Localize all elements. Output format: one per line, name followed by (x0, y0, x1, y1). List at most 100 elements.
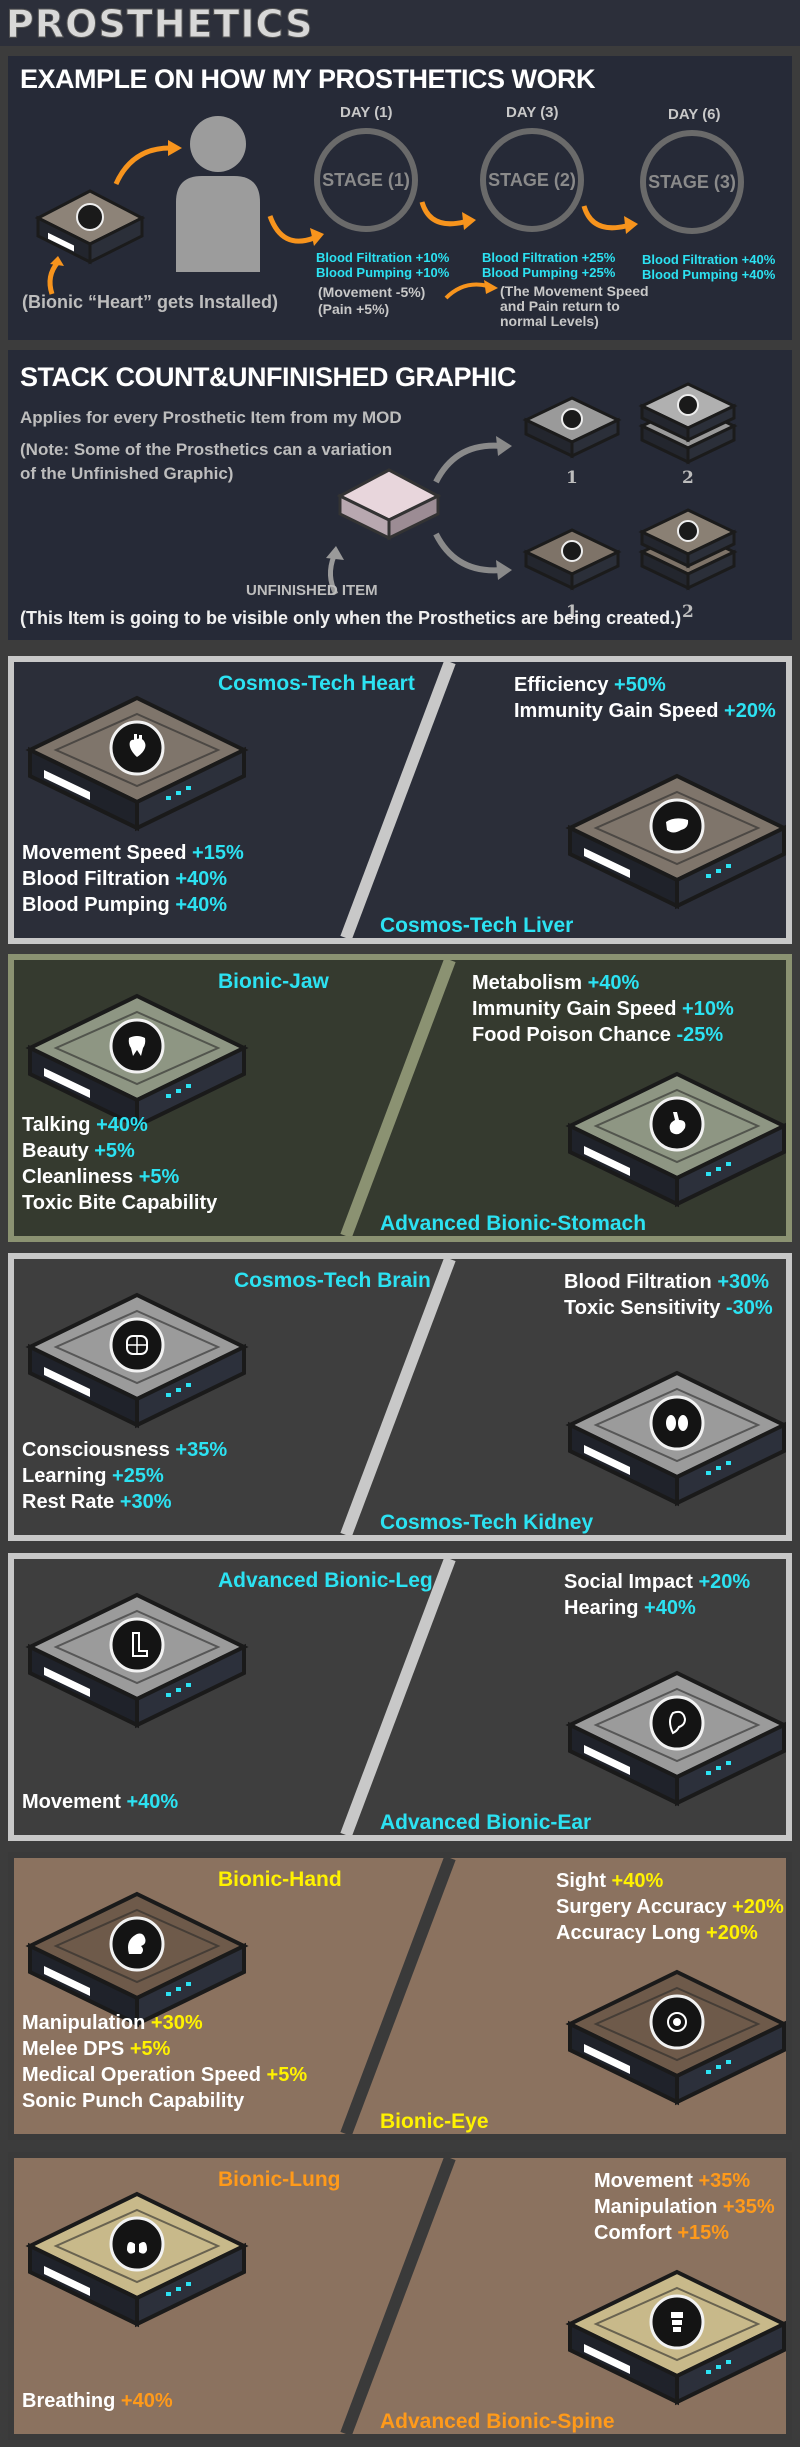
stat-row: Accuracy Long +20% (556, 1920, 784, 1946)
note-text: (Note: Some of the Prosthetics can a var… (20, 440, 393, 459)
stat-value: +30% (119, 1491, 172, 1513)
stat-label: Hearing (564, 1597, 645, 1619)
stat-value: +5% (94, 1140, 135, 1162)
left-title: Bionic-Lung (218, 2168, 341, 2191)
arm-icon (128, 1933, 146, 1954)
bionic-heart-device-icon (34, 189, 146, 265)
stomach-device (565, 1071, 786, 1208)
page-title: PROSTHETICS (6, 2, 314, 47)
stage-label: STAGE (3) (648, 172, 736, 192)
stat-value: -30% (725, 1297, 773, 1319)
stat-value: +5% (138, 1166, 180, 1188)
stat-label: Comfort (594, 2222, 678, 2244)
left-stats: Manipulation +30% Melee DPS +5% Medical Op… (22, 2010, 307, 2114)
stat-row: Immunity Gain Speed +10% (472, 996, 734, 1022)
stat-row: Movement Speed +15% (22, 840, 244, 866)
lung-icon (127, 2234, 147, 2254)
stat-value: +10% (682, 998, 734, 1020)
liver-icon (666, 818, 689, 833)
tooth-icon (128, 1036, 146, 1056)
stat-label: Talking (22, 1114, 97, 1136)
stack-count: 2 (682, 468, 694, 488)
prosthetic-panel: Cosmos-Tech Heart Cosmos-Tech Liver Moveme… (8, 656, 792, 944)
arrow-icon (113, 140, 182, 186)
stat-row: Consciousness +35% (22, 1437, 227, 1463)
stat-label: Toxic Bite Capability (22, 1192, 218, 1214)
stat-value: +20% (732, 1896, 784, 1918)
stat-row: Hearing +40% (564, 1595, 750, 1621)
unfinished-item-icon (336, 468, 442, 541)
stat-label: Consciousness (22, 1439, 176, 1461)
stat-value: +20% (698, 1571, 751, 1593)
stat-label: Immunity Gain Speed (514, 700, 725, 722)
arrow-icon (47, 256, 64, 295)
stat-value: +30% (150, 2012, 203, 2034)
liver-device (565, 773, 786, 910)
day-label: DAY (6) (668, 106, 721, 123)
stage-label: STAGE (2) (488, 170, 576, 190)
diagonal-divider (340, 1259, 456, 1535)
stat-label: Social Impact (564, 1571, 699, 1593)
stage-extra-line: (Movement -5%) (318, 284, 426, 300)
stat-row: Blood Filtration +40% (22, 866, 244, 892)
stat-value: +40% (611, 1870, 664, 1892)
note-text: of the Unfinished Graphic) (20, 464, 234, 483)
stat-row: Movement +35% (594, 2168, 775, 2194)
stack-count: 1 (566, 602, 578, 622)
stat-label: Beauty (22, 1140, 95, 1162)
person-silhouette-icon (176, 116, 260, 272)
stat-value: +30% (717, 1271, 770, 1293)
stack-item-icon (638, 508, 738, 591)
arrow-icon (326, 546, 344, 596)
stat-label: Toxic Sensitivity (564, 1297, 726, 1319)
arrow-icon (267, 215, 324, 246)
brain-device (25, 1292, 249, 1429)
left-title: Cosmos-Tech Brain (234, 1269, 431, 1292)
stat-value: +40% (96, 1114, 148, 1136)
stat-label: Blood Filtration (564, 1271, 718, 1293)
stage-extra-line: (Pain +5%) (318, 301, 390, 317)
prosthetic-panel: Bionic-Hand Bionic-Eye Manipulation +30% Me… (8, 1852, 792, 2140)
stat-row: Cleanliness +5% (22, 1164, 217, 1190)
leg-device (25, 1592, 249, 1729)
stage-ring: STAGE (2) (480, 128, 584, 232)
stat-value: +20% (724, 700, 776, 722)
stat-label: Rest Rate (22, 1491, 120, 1513)
ear-device (565, 1670, 786, 1807)
stat-label: Immunity Gain Speed (472, 998, 683, 1020)
stat-row: Surgery Accuracy +20% (556, 1894, 784, 1920)
stat-value: +40% (175, 894, 228, 916)
diagonal-divider (340, 1858, 456, 2134)
stat-row: Talking +40% (22, 1112, 217, 1138)
left-title: Bionic-Hand (218, 1868, 342, 1891)
stage-effect: Blood Pumping +25% (482, 265, 616, 280)
curve-arrow-icon (433, 436, 512, 484)
stat-row: Food Poison Chance -25% (472, 1022, 734, 1048)
ear-icon (669, 1710, 687, 1735)
stat-row: Rest Rate +30% (22, 1489, 227, 1515)
stat-label: Manipulation (594, 2196, 723, 2218)
curve-arrow-icon (433, 532, 512, 580)
stat-value: -25% (676, 1024, 724, 1046)
stat-label: Surgery Accuracy (556, 1896, 733, 1918)
stat-label: Blood Pumping (22, 894, 176, 916)
stat-row: Sonic Punch Capability (22, 2088, 307, 2114)
stage-extra-line: and Pain return to (500, 298, 620, 314)
stack-count: 2 (682, 602, 694, 622)
stat-row: Melee DPS +5% (22, 2036, 307, 2062)
right-title: Advanced Bionic-Stomach (380, 1212, 647, 1235)
stat-row: Efficiency +50% (514, 672, 776, 698)
stat-row: Beauty +5% (22, 1138, 217, 1164)
stat-label: Melee DPS (22, 2038, 130, 2060)
right-title: Bionic-Eye (380, 2110, 489, 2133)
left-title: Advanced Bionic-Leg (218, 1569, 433, 1592)
stat-label: Accuracy Long (556, 1922, 707, 1944)
stack-item-icon (522, 528, 622, 591)
stat-row: Manipulation +35% (594, 2194, 775, 2220)
stat-label: Movement (594, 2170, 699, 2192)
kidney-device (565, 1370, 786, 1507)
kidney-icon (666, 1415, 688, 1431)
stat-value: +20% (706, 1922, 758, 1944)
stat-row: Movement +40% (22, 1789, 178, 1815)
